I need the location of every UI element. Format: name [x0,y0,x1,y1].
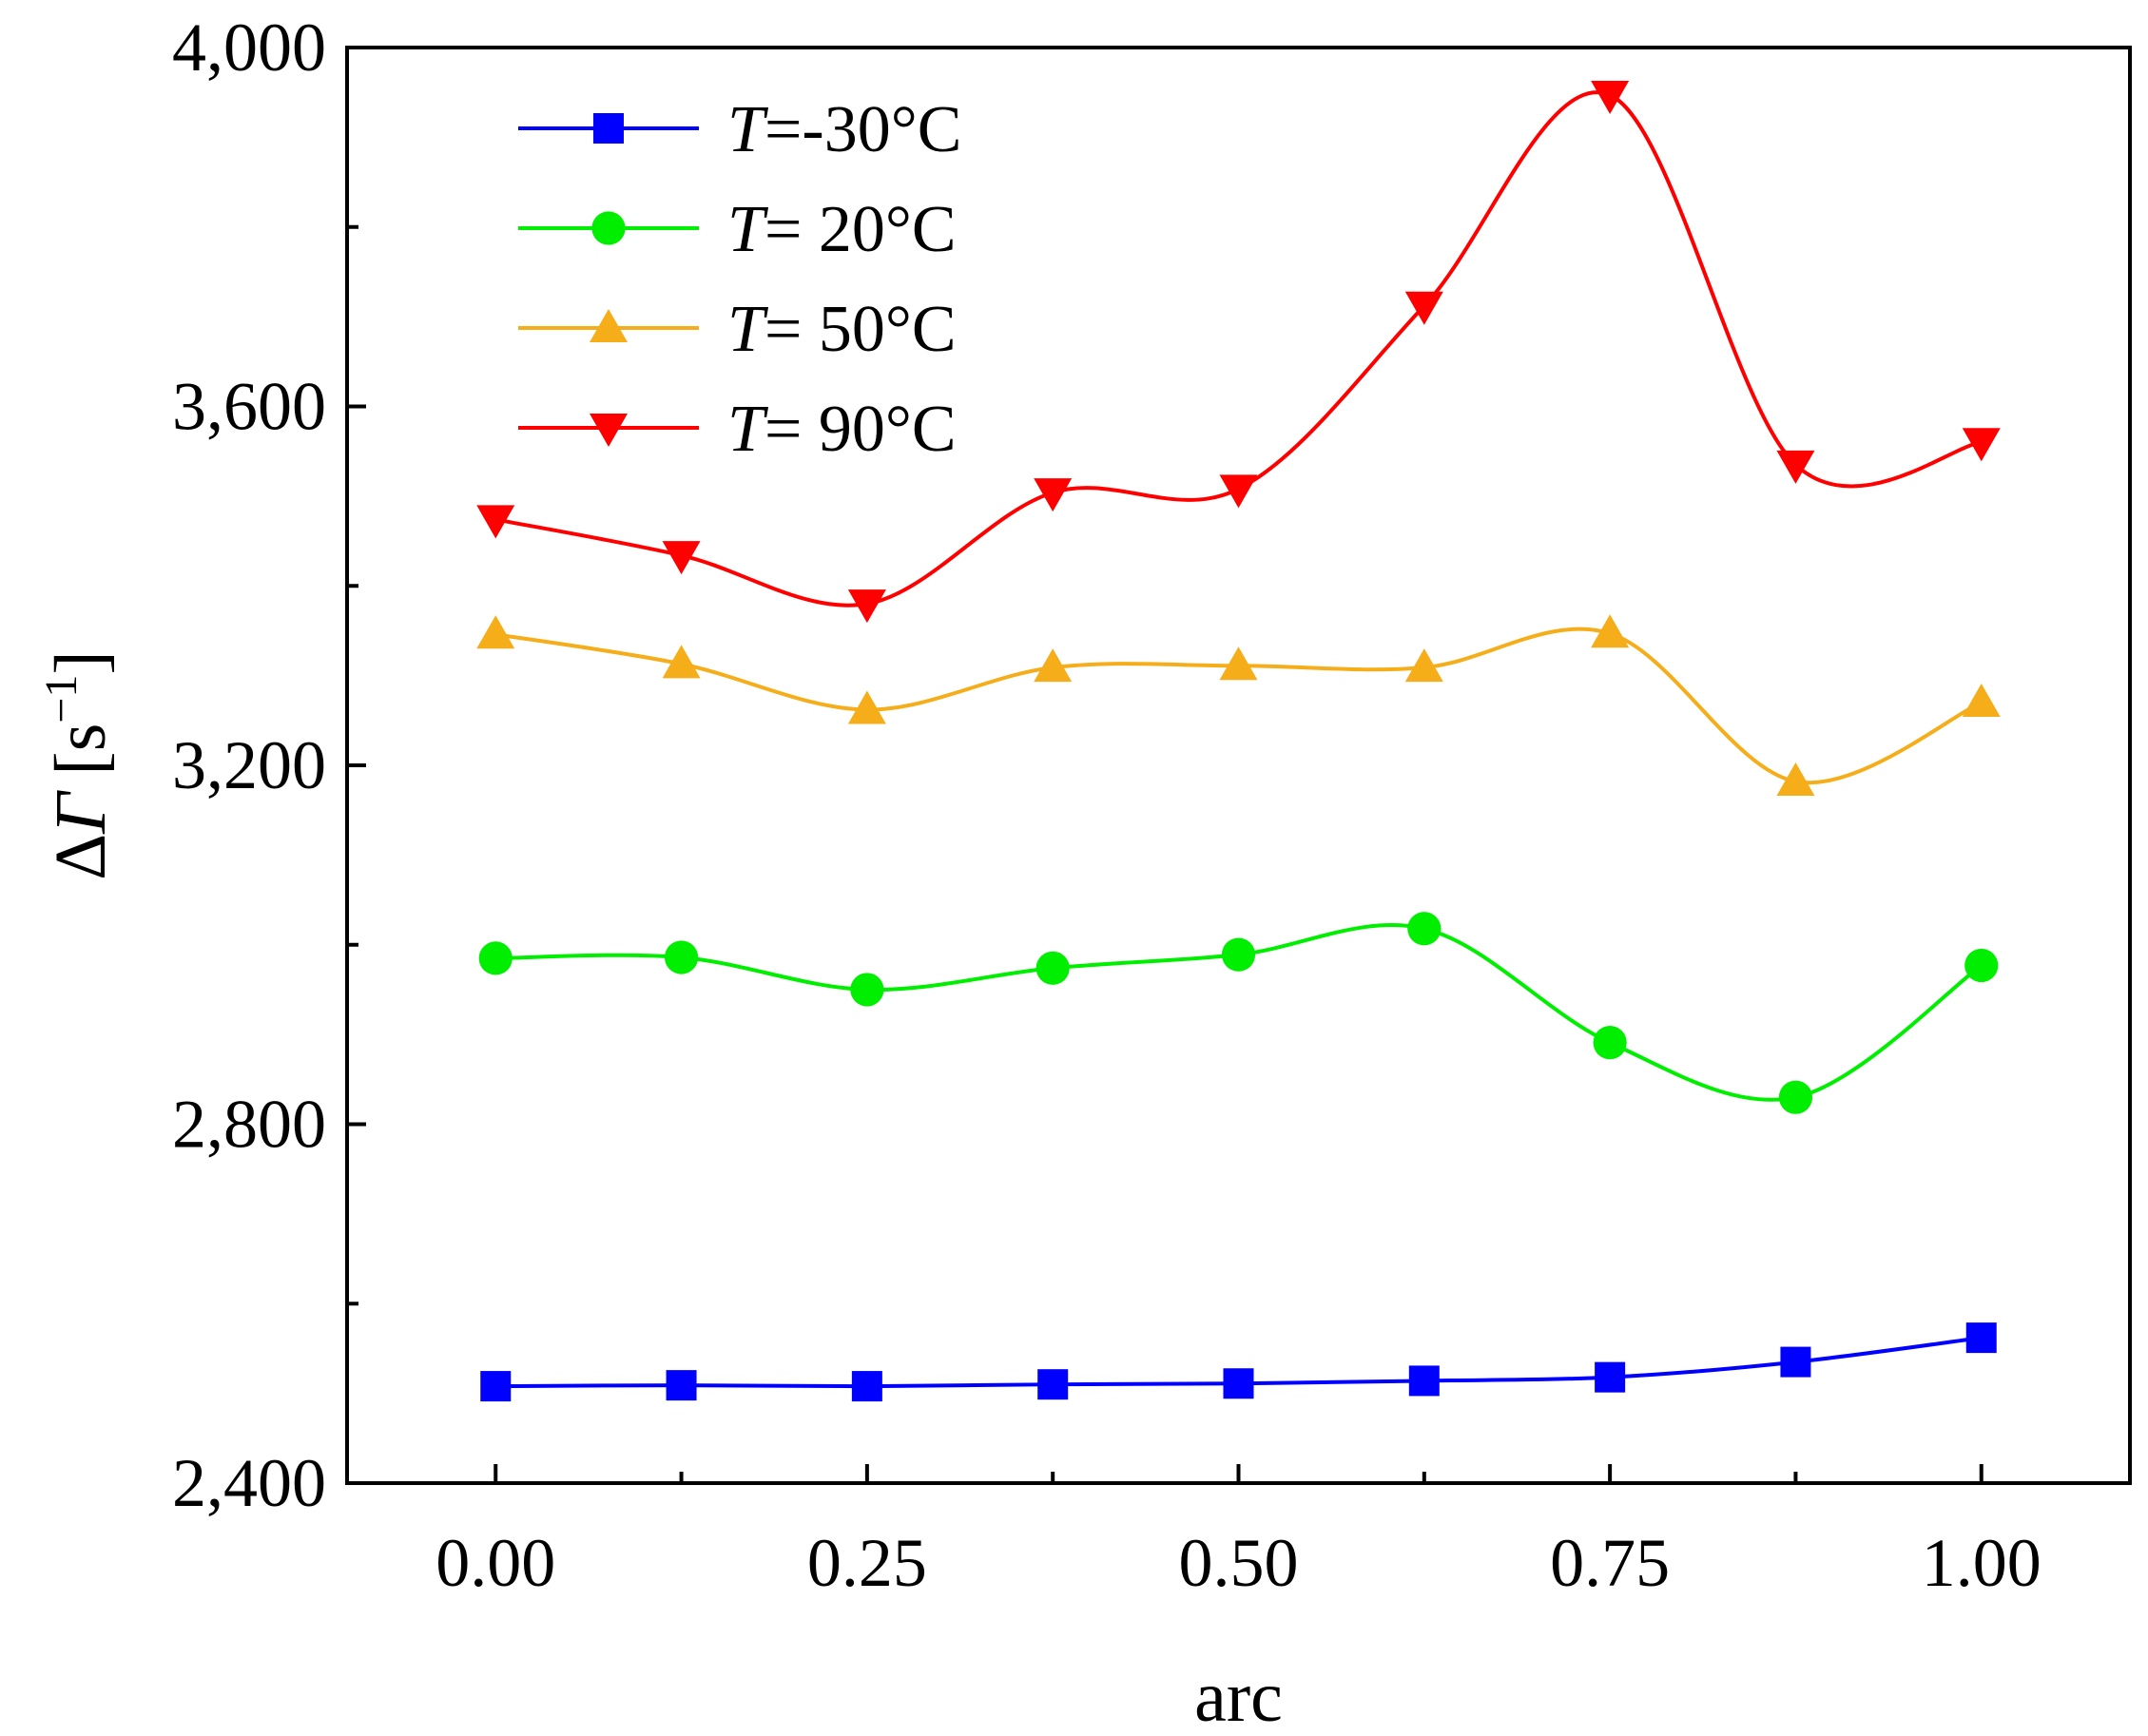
data-point [1780,1346,1811,1378]
y-title-unit-open: [s [41,723,121,776]
data-point [1219,646,1258,681]
data-point [662,541,701,575]
y-tick-label: 2,800 [172,1087,326,1163]
y-axis-title: ΔΓ [s−1] [36,650,121,879]
legend-item: T= 90°C [518,393,957,466]
series-2 [476,614,2001,796]
legend-label: T= 20°C [727,193,957,266]
legend-marker [593,113,624,144]
data-point [1223,1368,1254,1399]
data-point [847,690,886,724]
data-point [1404,648,1443,683]
series-line [494,90,1983,608]
series-3 [476,81,2001,624]
data-point [1593,1026,1627,1060]
data-point [1591,81,1630,115]
legend-label: T= 50°C [727,293,957,366]
data-point [1595,1361,1626,1393]
data-point [1035,951,1070,985]
legend-marker [591,211,626,245]
legend-label: T=-30°C [727,93,961,166]
series-layer [476,81,2001,1402]
x-tick-label: 0.00 [435,1525,555,1601]
legend-item: T=-30°C [518,93,961,166]
data-point [1221,937,1256,972]
y-title-symbol: Γ [41,790,121,835]
series-1 [478,912,1999,1114]
legend-item: T= 50°C [518,293,957,366]
legend-label-value: = 90°C [764,393,957,466]
x-axis-title: arc [1194,1657,1283,1736]
y-title-delta: Δ [41,834,121,880]
y-tick-label: 3,600 [172,369,326,445]
legend-label-value: = 50°C [764,293,957,366]
data-point [1962,683,2001,717]
data-point [666,1370,697,1401]
x-tick-label: 0.75 [1550,1525,1670,1601]
data-point [1404,291,1443,325]
data-point [1776,450,1815,484]
legend-label-variable: T [727,393,769,466]
plot-frame [345,46,2132,1485]
y-tick-label: 2,400 [172,1445,326,1521]
legend-item: T= 20°C [518,193,957,266]
data-point [480,1371,512,1402]
data-point [1219,474,1258,509]
data-point [1037,1369,1069,1400]
legend-marker [590,414,628,447]
series-0 [480,1322,1997,1402]
y-tick-label: 3,200 [172,727,326,803]
legend-label-variable: T [727,93,769,166]
legend-label-value: =-30°C [764,93,961,166]
data-point [851,1371,882,1402]
data-point [1778,1080,1813,1114]
data-point [1962,428,2001,462]
data-point [1964,948,1999,983]
data-point [847,589,886,624]
data-point [664,940,699,974]
legend-marker [590,309,628,342]
y-title-superscript: −1 [36,675,87,723]
data-point [850,973,884,1007]
x-tick-label: 1.00 [1922,1525,2042,1601]
legend-label-value: = 20°C [764,193,957,266]
data-point [476,615,515,649]
axes-layer: 2,400 2,800 3,200 3,600 4,000 0.00 0.25 0.50 0.7… [172,10,2042,1601]
data-point [1776,762,1815,796]
data-point [1034,478,1073,512]
data-point [1034,648,1073,683]
legend-label-variable: T [727,293,769,366]
data-point [1591,614,1630,648]
data-point [1965,1322,1997,1354]
y-title-unit-close: ] [41,650,121,674]
data-point [1407,912,1442,946]
legend: T=-30°CT= 20°CT= 50°CT= 90°C [518,93,961,466]
data-point [478,941,513,975]
data-point [1408,1365,1440,1397]
data-point [662,645,701,679]
x-tick-label: 0.25 [807,1525,927,1601]
x-tick-label: 0.50 [1179,1525,1299,1601]
y-tick-label: 4,000 [172,10,326,86]
legend-label-variable: T [727,193,769,266]
data-point [476,505,515,539]
legend-label: T= 90°C [727,393,957,466]
